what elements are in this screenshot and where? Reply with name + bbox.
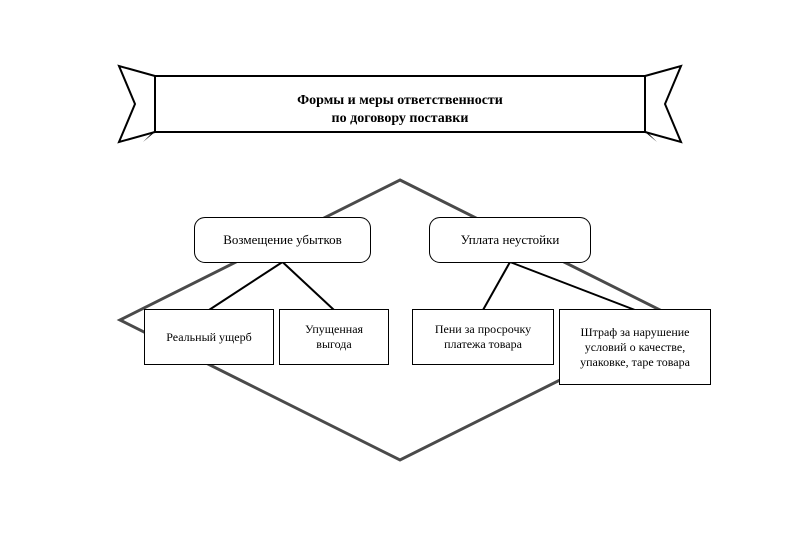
node-label-branch_left: Возмещение убытков [195,218,370,262]
connector-2 [483,262,510,310]
node-label-leaf_rl: Пени за просрочку платежа товара [413,310,553,364]
node-label-leaf_rr: Штраф за нарушение условий о качестве, у… [560,310,710,384]
connector-1 [283,262,335,310]
banner-tail-left [119,66,155,142]
connector-3 [510,262,635,310]
banner-tail-right [645,66,681,142]
node-label-branch_right: Уплата неустойки [430,218,590,262]
title-line2: по договору поставки [245,110,555,128]
title-line1: Формы и меры ответственности [245,92,555,110]
node-label-leaf_lr: Упущенная выгода [280,310,388,364]
diagram-canvas [0,0,800,560]
node-label-leaf_ll: Реальный ущерб [145,310,273,364]
diagram-title: Формы и меры ответственностипо договору … [245,92,555,128]
